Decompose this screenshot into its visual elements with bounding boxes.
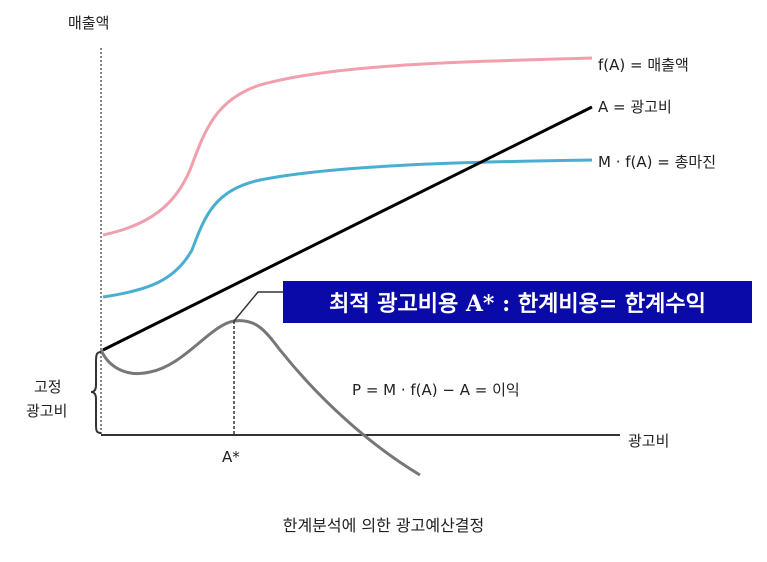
profit-curve-label: P = M · f(A) − A = 이익 [352, 381, 520, 399]
margin-curve-label: M · f(A) = 총마진 [598, 153, 716, 171]
optimum-callout: 최적 광고비용 A* : 한계비용= 한계수익 [283, 281, 752, 323]
callout-leader [233, 291, 284, 322]
fixed-cost-label-2: 광고비 [26, 402, 67, 420]
sales-curve [102, 56, 593, 237]
profit-curve [99, 319, 421, 477]
y-axis-label: 매출액 [68, 14, 109, 32]
ad-cost-line-label: A = 광고비 [598, 98, 672, 116]
ad-cost-line [102, 105, 593, 352]
fixed-cost-brace [90, 351, 102, 434]
margin-curve [102, 158, 593, 299]
diagram-caption: 한계분석에 의한 광고예산결정 [282, 516, 485, 535]
x-marker-label: A* [222, 448, 240, 466]
fixed-cost-label-1: 고정 [34, 378, 62, 396]
x-axis-label: 광고비 [628, 432, 669, 450]
sales-curve-label: f(A) = 매출액 [598, 56, 689, 74]
